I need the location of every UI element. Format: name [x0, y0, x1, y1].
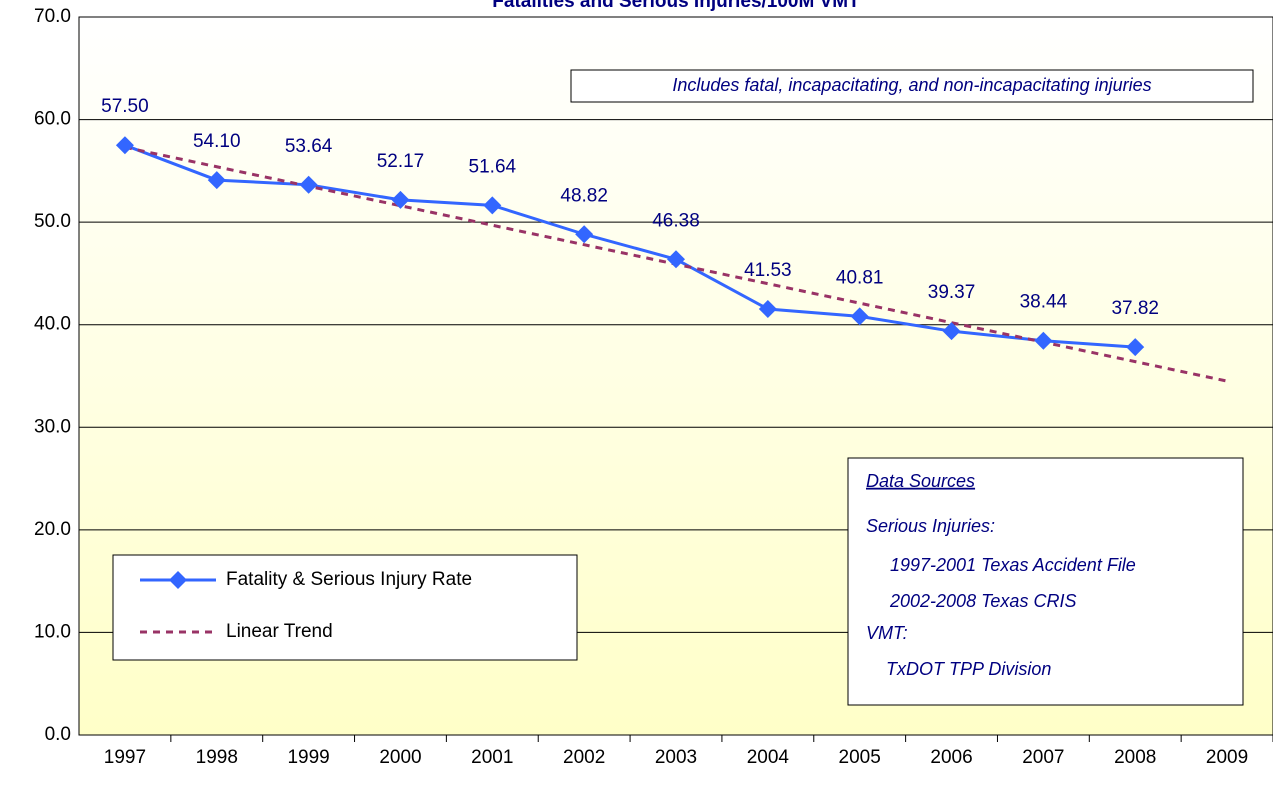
data-label: 46.38	[652, 210, 700, 231]
legend-label: Linear Trend	[226, 621, 333, 642]
sources-line: 2002-2008 Texas CRIS	[889, 591, 1076, 611]
sources-line: 1997-2001 Texas Accident File	[890, 555, 1136, 575]
marker	[391, 190, 410, 209]
x-tick-label: 1997	[104, 747, 146, 768]
marker	[483, 196, 502, 215]
annotation-box	[570, 69, 1254, 103]
sources-box	[847, 457, 1244, 706]
sources-line: VMT:	[866, 623, 908, 643]
data-label: 52.17	[377, 151, 425, 172]
x-tick-label: 2007	[1022, 747, 1064, 768]
marker	[942, 322, 961, 341]
x-tick-label: 2000	[379, 747, 421, 768]
data-label: 53.64	[285, 136, 333, 157]
data-label: 38.44	[1020, 292, 1068, 313]
marker	[667, 250, 685, 269]
marker	[1034, 331, 1053, 350]
data-label: 40.81	[836, 267, 884, 288]
x-tick-label: 2009	[1206, 747, 1248, 768]
y-tick-label: 50.0	[34, 211, 71, 232]
marker	[1126, 338, 1145, 357]
x-tick-label: 2006	[930, 747, 972, 768]
y-tick-label: 0.0	[45, 724, 71, 745]
data-label: 51.64	[469, 156, 517, 177]
sources-line: Serious Injuries:	[866, 516, 995, 536]
x-tick-label: 1999	[287, 747, 329, 768]
data-label: 39.37	[928, 282, 976, 303]
chart-title: Fatalities and Serious Injuries/100M VMT	[492, 0, 860, 12]
x-tick-label: 1998	[196, 747, 238, 768]
y-tick-label: 40.0	[34, 314, 71, 335]
marker	[115, 136, 134, 155]
marker	[850, 307, 869, 326]
marker	[207, 171, 226, 190]
data-label: 54.10	[193, 131, 241, 152]
annotation: Includes fatal, incapacitating, and non-…	[672, 75, 1151, 95]
x-tick-label: 2002	[563, 747, 605, 768]
y-tick-label: 10.0	[34, 621, 71, 642]
marker	[299, 175, 318, 194]
x-tick-label: 2001	[471, 747, 513, 768]
y-tick-label: 20.0	[34, 519, 71, 540]
legend-label: Fatality & Serious Injury Rate	[226, 569, 472, 590]
legend	[112, 554, 578, 661]
y-tick-label: 70.0	[34, 6, 71, 27]
marker	[575, 225, 594, 244]
y-tick-label: 60.0	[34, 109, 71, 130]
x-tick-label: 2003	[655, 747, 697, 768]
sources-heading: Data Sources	[866, 471, 975, 491]
x-tick-label: 2008	[1114, 747, 1156, 768]
legend-marker	[169, 571, 187, 589]
data-label: 37.82	[1111, 298, 1159, 319]
data-label: 41.53	[744, 260, 792, 281]
data-label: 57.50	[101, 96, 149, 117]
marker	[758, 300, 777, 319]
sources-line: TxDOT TPP Division	[886, 659, 1051, 679]
x-tick-label: 2005	[839, 747, 881, 768]
x-tick-label: 2004	[747, 747, 790, 768]
y-tick-label: 30.0	[34, 416, 71, 437]
data-label: 48.82	[560, 185, 608, 206]
